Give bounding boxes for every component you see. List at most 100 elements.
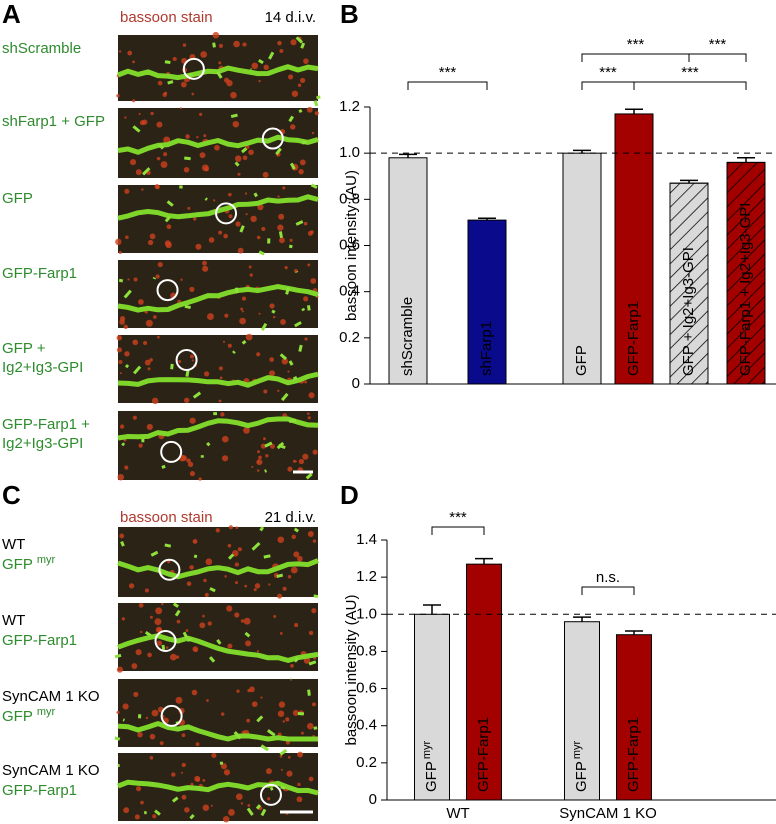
row-label: Ig2+Ig3-GPI	[2, 435, 83, 452]
puncta	[138, 602, 144, 608]
bar-label: GFP-Farp1	[625, 717, 642, 792]
row-genotype: SynCAM 1 KO	[2, 688, 100, 705]
puncta	[245, 212, 248, 216]
group-label: WT	[446, 805, 469, 822]
puncta	[165, 241, 172, 249]
spine	[300, 42, 306, 49]
spine	[280, 785, 286, 790]
spine	[255, 804, 262, 810]
micrograph	[118, 335, 318, 403]
puncta	[165, 646, 169, 649]
puncta	[196, 135, 199, 139]
spine	[208, 656, 216, 663]
spine	[182, 631, 189, 639]
spine	[259, 526, 265, 532]
puncta	[282, 186, 286, 190]
bar-label: GFP myr	[571, 740, 590, 792]
puncta	[144, 359, 151, 366]
puncta	[290, 566, 298, 574]
bar-label-sup: myr	[571, 740, 583, 759]
puncta	[187, 206, 191, 210]
puncta	[251, 62, 259, 70]
significance-bracket	[581, 586, 635, 595]
puncta	[124, 351, 130, 357]
roi-circle	[175, 348, 198, 371]
puncta	[288, 756, 291, 759]
puncta	[149, 756, 154, 760]
puncta	[297, 751, 304, 758]
puncta	[297, 782, 301, 787]
puncta	[298, 458, 305, 465]
puncta	[227, 343, 232, 348]
row-label: GFP myr	[2, 554, 56, 573]
puncta	[290, 39, 297, 46]
puncta	[234, 155, 242, 162]
bar-label-main: GFP	[573, 345, 590, 376]
puncta	[184, 397, 190, 403]
dendrite	[117, 371, 319, 388]
puncta	[202, 779, 206, 782]
spine	[279, 748, 288, 756]
stain-label: bassoon stain	[120, 509, 213, 526]
puncta	[147, 367, 151, 371]
bar-label: shScramble	[399, 297, 416, 376]
puncta	[135, 169, 142, 176]
puncta	[119, 424, 125, 429]
puncta	[192, 646, 199, 652]
spine	[295, 220, 304, 226]
spine	[186, 637, 192, 642]
puncta	[134, 814, 140, 820]
puncta	[185, 134, 190, 139]
puncta	[171, 772, 176, 777]
spine	[279, 353, 288, 361]
puncta	[124, 188, 130, 194]
spine	[264, 441, 273, 448]
spine	[288, 360, 294, 366]
puncta	[151, 709, 159, 717]
puncta	[310, 230, 314, 234]
spine	[232, 350, 236, 355]
puncta	[203, 371, 210, 377]
puncta	[292, 709, 299, 716]
spine	[164, 60, 171, 65]
puncta	[269, 443, 275, 449]
row-genotype: WT	[2, 536, 25, 553]
dendrite	[117, 134, 319, 155]
puncta	[303, 221, 308, 226]
puncta	[284, 265, 288, 270]
spine	[184, 304, 191, 310]
row-label: GFP-Farp1 +	[2, 416, 90, 433]
puncta	[279, 631, 283, 635]
puncta	[297, 83, 302, 87]
puncta	[144, 588, 149, 593]
puncta	[175, 696, 183, 704]
puncta	[181, 733, 186, 738]
spine	[142, 167, 151, 176]
puncta	[125, 235, 129, 240]
row-label: GFP myr	[2, 706, 56, 725]
puncta	[294, 460, 297, 463]
spine	[305, 472, 313, 480]
y-tick-label: 0.4	[356, 717, 377, 734]
puncta	[297, 555, 303, 562]
row-label: GFP +	[2, 340, 46, 357]
puncta	[149, 615, 153, 619]
bar-label-sup: myr	[421, 740, 433, 759]
roi-circle	[215, 202, 238, 225]
spine	[288, 115, 294, 123]
significance-label: ***	[599, 64, 617, 81]
puncta	[279, 755, 283, 758]
micrograph	[118, 527, 318, 597]
panel-letter: A	[2, 0, 21, 29]
puncta	[185, 629, 189, 632]
dendrite	[117, 284, 319, 313]
puncta	[307, 416, 311, 420]
puncta	[139, 630, 143, 634]
puncta	[218, 61, 222, 65]
spine	[174, 609, 181, 617]
puncta	[253, 588, 257, 592]
puncta	[235, 793, 243, 801]
puncta	[145, 716, 149, 720]
puncta	[262, 171, 269, 178]
spine	[132, 125, 141, 133]
